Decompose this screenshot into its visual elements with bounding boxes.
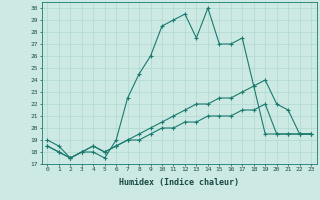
X-axis label: Humidex (Indice chaleur): Humidex (Indice chaleur)	[119, 178, 239, 187]
